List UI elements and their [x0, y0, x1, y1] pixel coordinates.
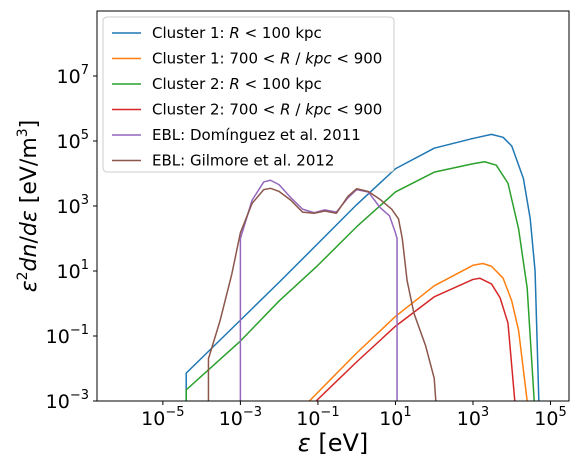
- legend-entry: EBL: Gilmore et al. 2012: [152, 152, 334, 170]
- series-line-6: [207, 187, 437, 401]
- series-line-5: [239, 179, 398, 401]
- legend-entry: Cluster 2: 700 < R / kpc < 900: [152, 101, 382, 119]
- y-tick-label: 10−1: [46, 323, 89, 348]
- y-tick-label: 103: [57, 193, 89, 218]
- series-layer: [185, 133, 540, 401]
- x-tick-label: 10−1: [296, 405, 339, 430]
- y-axis-label: ε2dn/dε [eV/m3]: [15, 120, 42, 293]
- legend-frame: [102, 16, 395, 173]
- x-axis: 10−5 10−3 10−1 101 103 105: [141, 401, 567, 430]
- x-axis-label: ε [eV]: [298, 429, 369, 457]
- legend-entry: EBL: Domínguez et al. 2011: [152, 126, 361, 144]
- series-line-3: [185, 160, 535, 401]
- x-tick-label: 101: [379, 405, 411, 430]
- series-line-2: [308, 262, 528, 401]
- legend-entry: Cluster 1: 700 < R / kpc < 900: [152, 50, 382, 68]
- x-tick-label: 10−3: [219, 405, 262, 430]
- series-line-1: [185, 133, 540, 401]
- legend-entry: Cluster 1: R < 100 kpc: [152, 24, 322, 42]
- x-tick-label: 105: [534, 405, 566, 430]
- y-tick-label: 10−3: [46, 388, 89, 413]
- x-tick-label: 103: [457, 405, 489, 430]
- x-tick-label: 10−5: [141, 405, 184, 430]
- legend-entry: Cluster 2: R < 100 kpc: [152, 75, 322, 93]
- y-tick-label: 107: [57, 63, 89, 88]
- y-axis: 10−3 10−1 101 103 105 107: [46, 63, 97, 413]
- y-tick-label: 105: [57, 128, 89, 153]
- y-tick-label: 101: [57, 258, 89, 283]
- series-line-4: [315, 277, 516, 401]
- legend: Cluster 1: R < 100 kpc Cluster 1: 700 < R…: [102, 16, 395, 173]
